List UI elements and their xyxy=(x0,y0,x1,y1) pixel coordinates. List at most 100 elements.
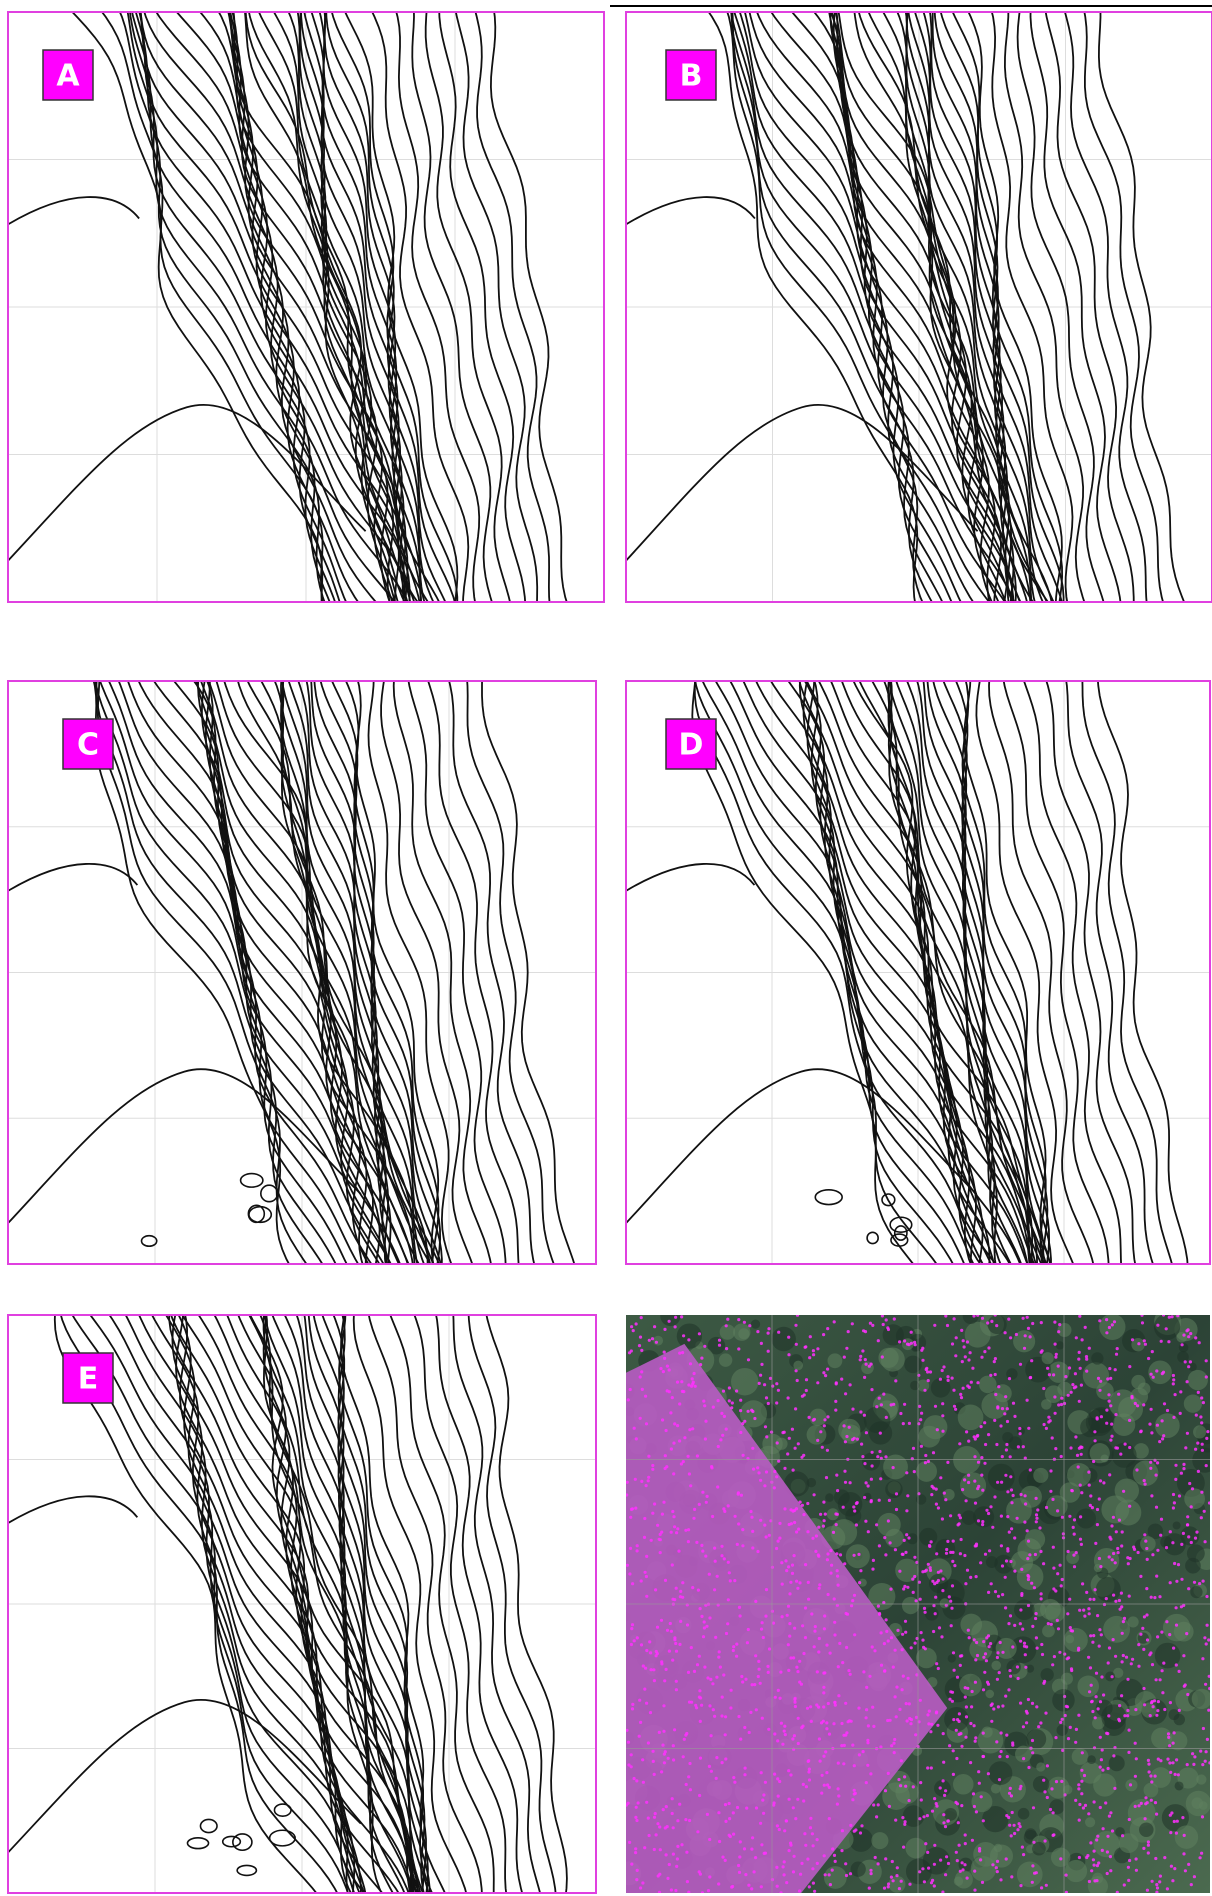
point xyxy=(1150,1596,1153,1599)
point xyxy=(722,1673,725,1676)
point xyxy=(659,1367,662,1370)
point xyxy=(726,1318,729,1321)
point xyxy=(1186,1432,1189,1435)
point xyxy=(933,1582,936,1585)
panel-label: E xyxy=(78,1362,99,1397)
point xyxy=(958,1442,961,1445)
point xyxy=(1074,1372,1077,1375)
point xyxy=(994,1313,997,1316)
point xyxy=(698,1655,701,1658)
point xyxy=(1168,1316,1171,1319)
point xyxy=(761,1621,764,1624)
point xyxy=(982,1732,985,1735)
point xyxy=(743,1321,746,1324)
point xyxy=(1033,1586,1036,1589)
point xyxy=(701,1550,704,1553)
point xyxy=(996,1678,999,1681)
point xyxy=(944,1825,947,1828)
point xyxy=(729,1706,732,1709)
point xyxy=(877,1862,880,1865)
point xyxy=(758,1382,761,1385)
tree-crown xyxy=(660,1306,680,1326)
point xyxy=(793,1509,796,1512)
point xyxy=(684,1818,687,1821)
point xyxy=(853,1764,856,1767)
point xyxy=(805,1785,808,1788)
point xyxy=(1041,1653,1044,1656)
point xyxy=(826,1327,829,1330)
point xyxy=(643,1688,646,1691)
point xyxy=(712,1406,715,1409)
point xyxy=(857,1707,860,1710)
point xyxy=(804,1636,807,1639)
point xyxy=(835,1381,838,1384)
point xyxy=(1078,1856,1081,1859)
point xyxy=(633,1777,636,1780)
point xyxy=(835,1523,838,1526)
point xyxy=(965,1715,968,1718)
point xyxy=(626,1564,629,1567)
point xyxy=(1010,1527,1013,1530)
point xyxy=(1001,1593,1004,1596)
point xyxy=(698,1794,701,1797)
point xyxy=(733,1781,736,1784)
point xyxy=(959,1655,962,1658)
point xyxy=(885,1618,888,1621)
point xyxy=(789,1581,792,1584)
point xyxy=(1072,1526,1075,1529)
point xyxy=(1091,1700,1094,1703)
point xyxy=(862,1670,865,1673)
point xyxy=(1020,1592,1023,1595)
point xyxy=(673,1422,676,1425)
point xyxy=(891,1860,894,1863)
point xyxy=(1035,1636,1038,1639)
point xyxy=(1027,1578,1030,1581)
point xyxy=(793,1554,796,1557)
point xyxy=(894,1695,897,1698)
point xyxy=(1035,1497,1038,1500)
point xyxy=(853,1789,856,1792)
tree-crown xyxy=(1096,1577,1121,1602)
tree-crown xyxy=(1041,1668,1054,1681)
point xyxy=(1118,1599,1121,1602)
point xyxy=(1152,1705,1155,1708)
point xyxy=(864,1520,867,1523)
point xyxy=(1025,1721,1028,1724)
point xyxy=(1094,1542,1097,1545)
point xyxy=(786,1452,789,1455)
point xyxy=(890,1636,893,1639)
point xyxy=(887,1882,890,1885)
point xyxy=(791,1564,794,1567)
point xyxy=(1198,1582,1201,1585)
point xyxy=(1120,1694,1123,1697)
point xyxy=(642,1781,645,1784)
point xyxy=(859,1569,862,1572)
point xyxy=(906,1586,909,1589)
point xyxy=(905,1533,908,1536)
point xyxy=(1106,1377,1109,1380)
tree-crown xyxy=(1077,1676,1099,1698)
point xyxy=(738,1606,741,1609)
point xyxy=(912,1447,915,1450)
point xyxy=(699,1720,702,1723)
point xyxy=(901,1553,904,1556)
tree-crown xyxy=(1061,1673,1073,1685)
point xyxy=(824,1873,827,1876)
point xyxy=(1021,1846,1024,1849)
point xyxy=(670,1888,673,1891)
point xyxy=(881,1314,884,1317)
point xyxy=(681,1351,684,1354)
point xyxy=(1166,1758,1169,1761)
point xyxy=(634,1851,637,1854)
point xyxy=(765,1396,768,1399)
point xyxy=(700,1544,703,1547)
tree-crown xyxy=(1103,1616,1130,1643)
point xyxy=(1148,1770,1151,1773)
point xyxy=(1006,1515,1009,1518)
point xyxy=(1190,1505,1193,1508)
point xyxy=(825,1727,828,1730)
point xyxy=(1047,1420,1050,1423)
point xyxy=(699,1696,702,1699)
point xyxy=(1079,1484,1082,1487)
point xyxy=(1058,1651,1061,1654)
